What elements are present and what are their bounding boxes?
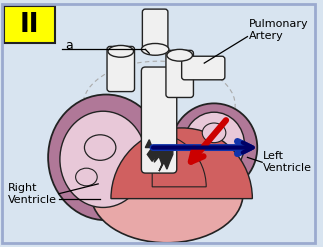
Ellipse shape [167, 49, 193, 61]
Text: II: II [20, 12, 39, 38]
Ellipse shape [171, 103, 257, 192]
Polygon shape [145, 140, 173, 171]
Ellipse shape [48, 95, 164, 220]
Ellipse shape [141, 43, 169, 55]
FancyBboxPatch shape [4, 6, 55, 43]
Text: Pulmonary
Artery: Pulmonary Artery [248, 19, 308, 41]
FancyBboxPatch shape [182, 56, 225, 80]
Ellipse shape [84, 135, 116, 160]
Ellipse shape [108, 45, 133, 57]
Ellipse shape [76, 168, 97, 186]
FancyBboxPatch shape [166, 50, 193, 98]
FancyBboxPatch shape [107, 46, 134, 92]
Text: a: a [65, 39, 73, 52]
Ellipse shape [60, 111, 146, 207]
FancyBboxPatch shape [141, 67, 177, 173]
Wedge shape [111, 128, 252, 199]
Ellipse shape [183, 112, 245, 177]
Ellipse shape [91, 144, 243, 243]
FancyBboxPatch shape [142, 9, 168, 49]
Wedge shape [152, 133, 206, 187]
Text: Right
Ventricle: Right Ventricle [8, 183, 57, 205]
Text: Left
Ventricle: Left Ventricle [263, 151, 312, 173]
Ellipse shape [202, 123, 226, 143]
